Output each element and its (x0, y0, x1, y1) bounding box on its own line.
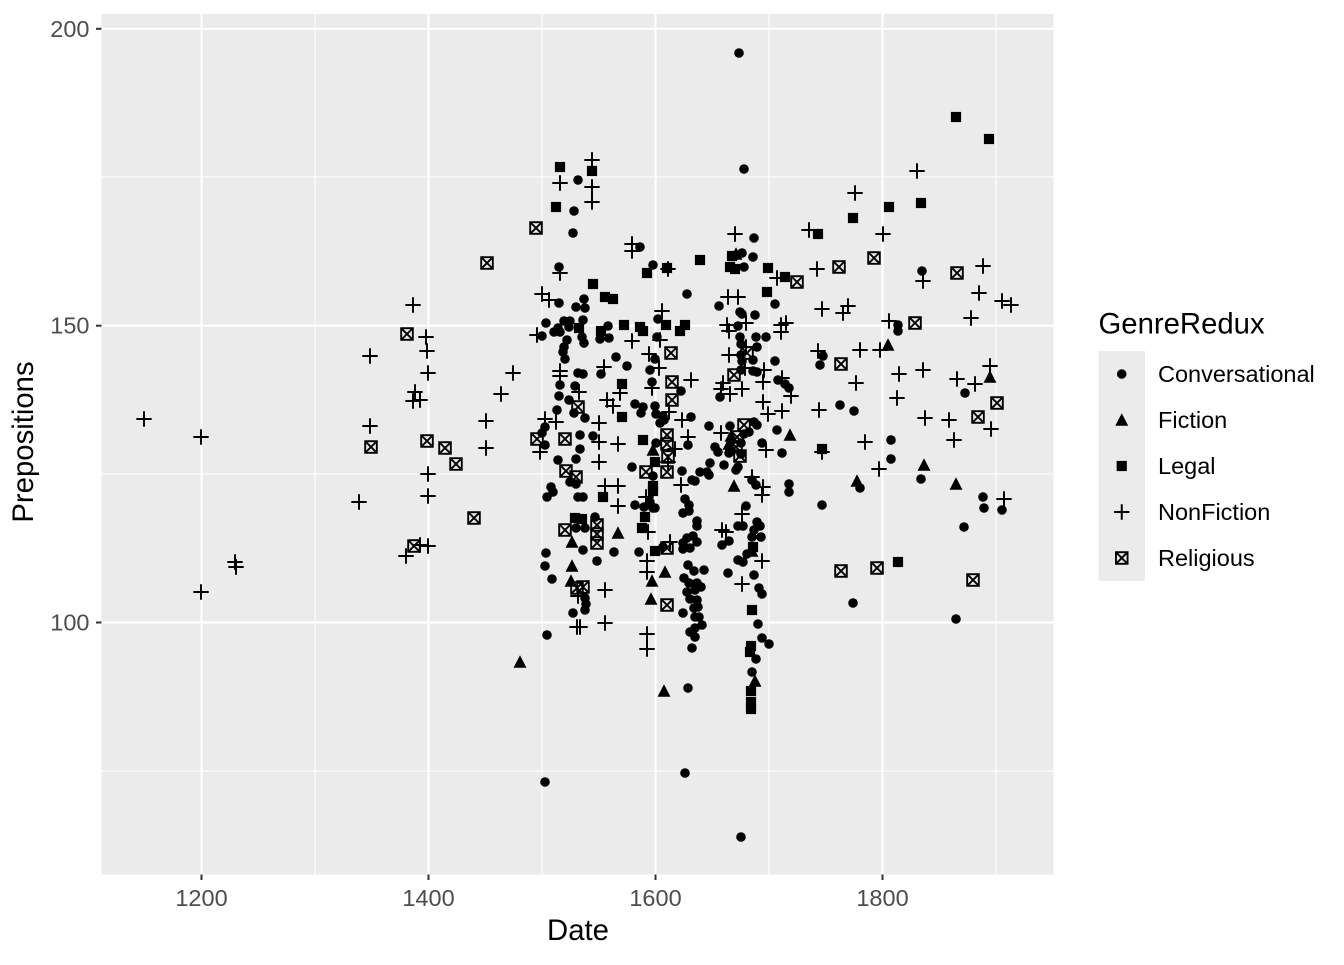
svg-text:1400: 1400 (402, 885, 454, 911)
svg-text:Conversational: Conversational (1158, 361, 1315, 387)
svg-text:Legal: Legal (1158, 453, 1216, 479)
svg-text:150: 150 (50, 313, 89, 339)
svg-text:Prepositions: Prepositions (7, 361, 40, 522)
svg-text:100: 100 (50, 610, 89, 636)
svg-text:Religious: Religious (1158, 545, 1255, 571)
svg-text:1600: 1600 (629, 885, 681, 911)
svg-text:1800: 1800 (856, 885, 908, 911)
svg-text:200: 200 (50, 16, 89, 42)
svg-text:1200: 1200 (175, 885, 227, 911)
svg-text:NonFiction: NonFiction (1158, 499, 1270, 525)
svg-text:Date: Date (547, 914, 609, 947)
svg-text:GenreRedux: GenreRedux (1099, 308, 1265, 341)
svg-text:Fiction: Fiction (1158, 407, 1227, 433)
